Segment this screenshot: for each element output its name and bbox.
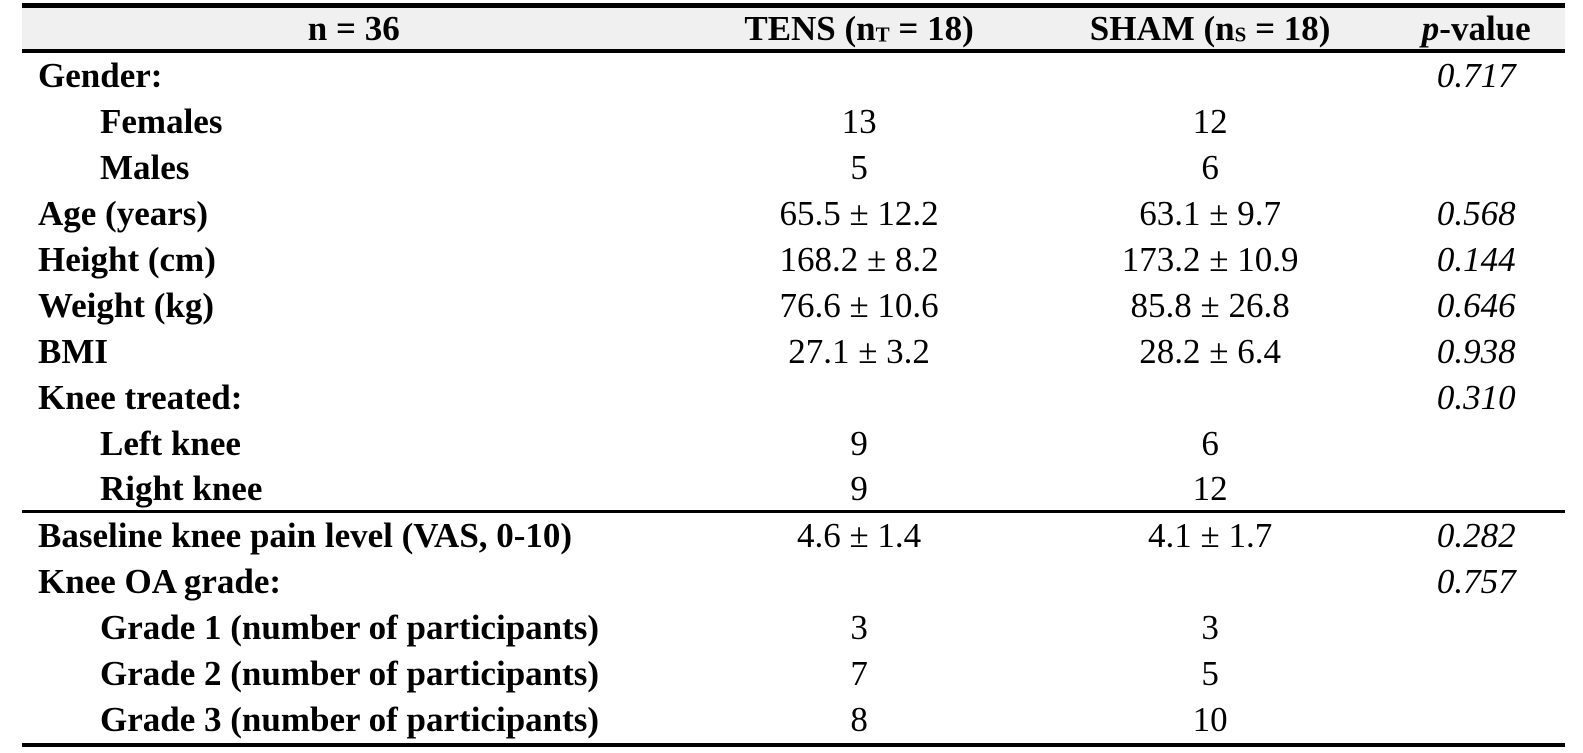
row-label: Height (cm) — [38, 240, 216, 279]
p-value — [1388, 651, 1565, 697]
table-row-grade-2: Grade 2 (number of participants) 7 5 — [22, 651, 1565, 697]
row-label: Age (years) — [38, 194, 209, 233]
sham-value: 3 — [1201, 608, 1219, 647]
sham-value: 63.1 ± 9.7 — [1139, 194, 1281, 233]
row-label: Knee treated: — [38, 378, 243, 417]
table-row-baseline-pain: Baseline knee pain level (VAS, 0-10) 4.6… — [22, 513, 1565, 559]
header-n-total: n = 36 — [307, 9, 400, 48]
table-row-males: Males 5 6 — [22, 145, 1565, 191]
tens-value — [685, 53, 1032, 99]
p-value: 0.938 — [1436, 332, 1516, 371]
p-value — [1388, 605, 1565, 651]
table-row-knee-treated: Knee treated: 0.310 — [22, 375, 1565, 421]
header-sham-suffix: = 18) — [1246, 9, 1331, 48]
header-tens-subscript: T — [875, 22, 890, 47]
p-value: 0.568 — [1436, 194, 1516, 233]
header-tens-suffix: = 18) — [889, 9, 974, 48]
sham-value: 10 — [1192, 700, 1228, 739]
row-label: Gender: — [38, 56, 163, 95]
table-row-gender: Gender: 0.717 — [22, 53, 1565, 99]
table-row-grade-3: Grade 3 (number of participants) 8 10 — [22, 697, 1565, 743]
table-row-females: Females 13 12 — [22, 99, 1565, 145]
p-value — [1388, 145, 1565, 191]
header-p-rest: -value — [1439, 9, 1531, 48]
sham-value: 12 — [1192, 469, 1228, 508]
tens-value — [685, 375, 1032, 421]
tens-value: 9 — [850, 424, 868, 463]
sham-value: 6 — [1201, 148, 1219, 187]
table-row-right-knee: Right knee 9 12 — [22, 467, 1565, 513]
header-sham-group: SHAM (nS = 18) — [1033, 8, 1388, 56]
table-row-oa-grade: Knee OA grade: 0.757 — [22, 559, 1565, 605]
sham-value: 4.1 ± 1.7 — [1147, 516, 1273, 555]
tens-value: 4.6 ± 1.4 — [796, 516, 922, 555]
tens-value: 13 — [841, 102, 877, 141]
tens-value: 168.2 ± 8.2 — [779, 240, 939, 279]
p-value: 0.282 — [1436, 516, 1516, 555]
sham-value: 6 — [1201, 424, 1219, 463]
p-value: 0.310 — [1436, 378, 1516, 417]
table-row-height: Height (cm) 168.2 ± 8.2 173.2 ± 10.9 0.1… — [22, 237, 1565, 283]
table-row-bmi: BMI 27.1 ± 3.2 28.2 ± 6.4 0.938 — [22, 329, 1565, 375]
tens-value — [685, 559, 1032, 605]
p-value: 0.646 — [1436, 286, 1516, 325]
header-sham-prefix: SHAM (n — [1089, 9, 1235, 48]
p-value: 0.144 — [1436, 240, 1516, 279]
row-label: Grade 1 (number of participants) — [100, 608, 600, 647]
row-label: Knee OA grade: — [38, 562, 282, 601]
sham-value — [1033, 559, 1388, 605]
row-label: Left knee — [100, 424, 241, 463]
p-value — [1388, 467, 1565, 510]
sham-value: 85.8 ± 26.8 — [1130, 286, 1290, 325]
header-tens-group: TENS (nT = 18) — [685, 8, 1032, 56]
sham-value — [1033, 53, 1388, 99]
row-label: Baseline knee pain level (VAS, 0-10) — [38, 516, 573, 555]
p-value: 0.717 — [1436, 56, 1516, 95]
sham-value: 28.2 ± 6.4 — [1139, 332, 1281, 371]
p-value — [1388, 421, 1565, 467]
header-sham-subscript: S — [1234, 22, 1247, 47]
row-label: Females — [100, 102, 223, 141]
header-p-value: p-value — [1388, 8, 1565, 56]
row-label: Grade 2 (number of participants) — [100, 654, 600, 693]
tens-value: 9 — [850, 469, 868, 508]
tens-value: 27.1 ± 3.2 — [788, 332, 930, 371]
tens-value: 3 — [850, 608, 868, 647]
table-row-weight: Weight (kg) 76.6 ± 10.6 85.8 ± 26.8 0.64… — [22, 283, 1565, 329]
row-label: Right knee — [100, 469, 263, 508]
table-row-age: Age (years) 65.5 ± 12.2 63.1 ± 9.7 0.568 — [22, 191, 1565, 237]
table-row-grade-1: Grade 1 (number of participants) 3 3 — [22, 605, 1565, 651]
table-header-row: n = 36 TENS (nT = 18) SHAM (nS = 18) p-v… — [22, 3, 1565, 53]
baseline-characteristics-table: n = 36 TENS (nT = 18) SHAM (nS = 18) p-v… — [22, 3, 1565, 747]
row-label: Males — [100, 148, 190, 187]
sham-value — [1033, 375, 1388, 421]
header-p-italic: p — [1421, 9, 1440, 48]
tens-value: 65.5 ± 12.2 — [779, 194, 939, 233]
sham-value: 173.2 ± 10.9 — [1121, 240, 1299, 279]
tens-value: 5 — [850, 148, 868, 187]
p-value — [1388, 99, 1565, 145]
tens-value: 8 — [850, 700, 868, 739]
row-label: Grade 3 (number of participants) — [100, 700, 600, 739]
table-body: Gender: 0.717 Females 13 12 Males 5 6 Ag… — [22, 53, 1565, 747]
table-row-left-knee: Left knee 9 6 — [22, 421, 1565, 467]
p-value — [1388, 697, 1565, 743]
row-label: Weight (kg) — [38, 286, 214, 325]
tens-value: 76.6 ± 10.6 — [779, 286, 939, 325]
p-value: 0.757 — [1436, 562, 1516, 601]
sham-value: 5 — [1201, 654, 1219, 693]
row-label: BMI — [38, 332, 108, 371]
tens-value: 7 — [850, 654, 868, 693]
header-tens-prefix: TENS (n — [744, 9, 876, 48]
sham-value: 12 — [1192, 102, 1228, 141]
